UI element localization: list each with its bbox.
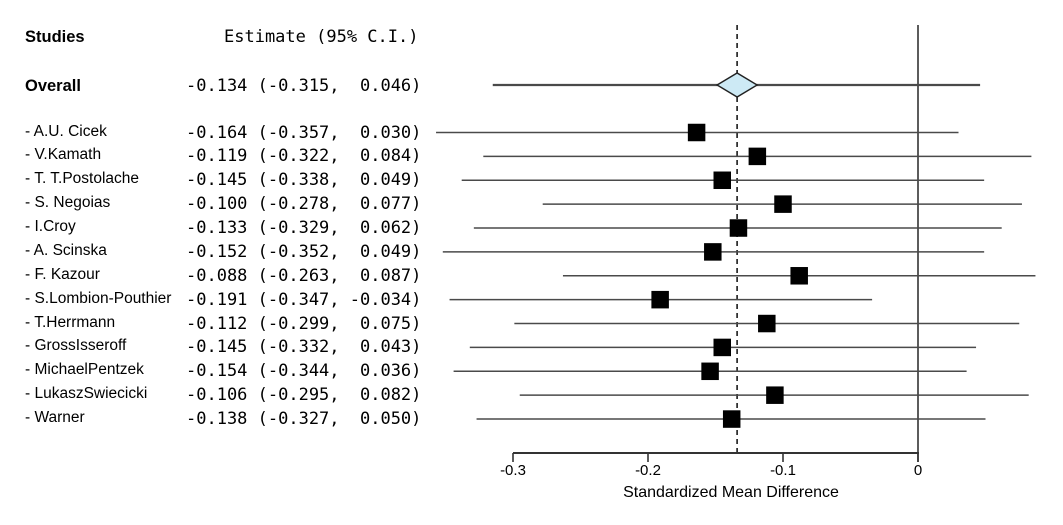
point-estimate-square — [713, 338, 731, 357]
study-estimate-text: -0.119 (-0.322, 0.084) — [186, 146, 422, 167]
study-label: - A.U. Cicek — [25, 122, 107, 140]
point-estimate-square — [766, 386, 784, 404]
study-label: - I.Croy — [25, 218, 76, 236]
study-label: - GrossIsseroff — [25, 337, 127, 355]
study-label: - T. T.Postolache — [25, 170, 140, 188]
study-estimate-text: -0.106 (-0.295, 0.082) — [186, 385, 422, 406]
point-estimate-square — [774, 195, 792, 213]
point-estimate-square — [713, 171, 731, 190]
point-estimate-square — [729, 219, 748, 237]
point-estimate-square — [748, 147, 767, 166]
study-estimate-text: -0.145 (-0.338, 0.049) — [186, 170, 422, 191]
x-tick-label: -0.3 — [500, 462, 526, 479]
point-estimate-square — [722, 410, 741, 428]
x-tick-label: -0.2 — [635, 462, 661, 479]
study-estimate-text: -0.164 (-0.357, 0.030) — [186, 122, 422, 143]
studies-column-header: Studies — [25, 28, 85, 46]
estimate-column-header: Estimate (95% C.I.) — [224, 27, 419, 47]
x-tick-label: 0 — [914, 462, 922, 479]
study-label: - S. Negoias — [25, 194, 111, 212]
study-estimate-text: -0.112 (-0.299, 0.075) — [186, 313, 422, 334]
study-label: - F. Kazour — [25, 265, 100, 283]
point-estimate-square — [651, 290, 669, 309]
study-label: - Warner — [25, 409, 85, 427]
overall-diamond — [715, 72, 759, 98]
study-label: - MichaelPentzek — [25, 361, 144, 379]
study-estimate-text: -0.088 (-0.263, 0.087) — [186, 265, 422, 286]
x-tick-label: -0.1 — [770, 462, 796, 479]
point-estimate-square — [704, 243, 722, 261]
study-estimate-text: -0.100 (-0.278, 0.077) — [186, 194, 422, 215]
study-label: - V.Kamath — [25, 146, 102, 164]
study-estimate-text: -0.145 (-0.332, 0.043) — [186, 337, 422, 358]
point-estimate-square — [758, 314, 776, 333]
x-axis-title: Standardized Mean Difference — [623, 484, 839, 501]
study-label: - S.Lombion-Pouthier — [25, 289, 172, 307]
point-estimate-square — [687, 123, 706, 142]
study-estimate-text: -0.152 (-0.352, 0.049) — [186, 241, 422, 262]
overall-estimate-text: -0.134 (-0.315, 0.046) — [186, 76, 422, 96]
point-estimate-square — [790, 267, 808, 285]
study-estimate-text: -0.154 (-0.344, 0.036) — [186, 361, 422, 382]
study-label: - LukaszSwiecicki — [25, 385, 148, 403]
point-estimate-square — [701, 362, 719, 381]
study-label: - A. Scinska — [25, 241, 107, 259]
study-estimate-text: -0.133 (-0.329, 0.062) — [186, 218, 422, 239]
study-estimate-text: -0.138 (-0.327, 0.050) — [186, 409, 422, 430]
overall-row-label: Overall — [25, 77, 81, 95]
study-estimate-text: -0.191 (-0.347, -0.034) — [186, 289, 422, 310]
study-label: - T.Herrmann — [25, 313, 116, 331]
